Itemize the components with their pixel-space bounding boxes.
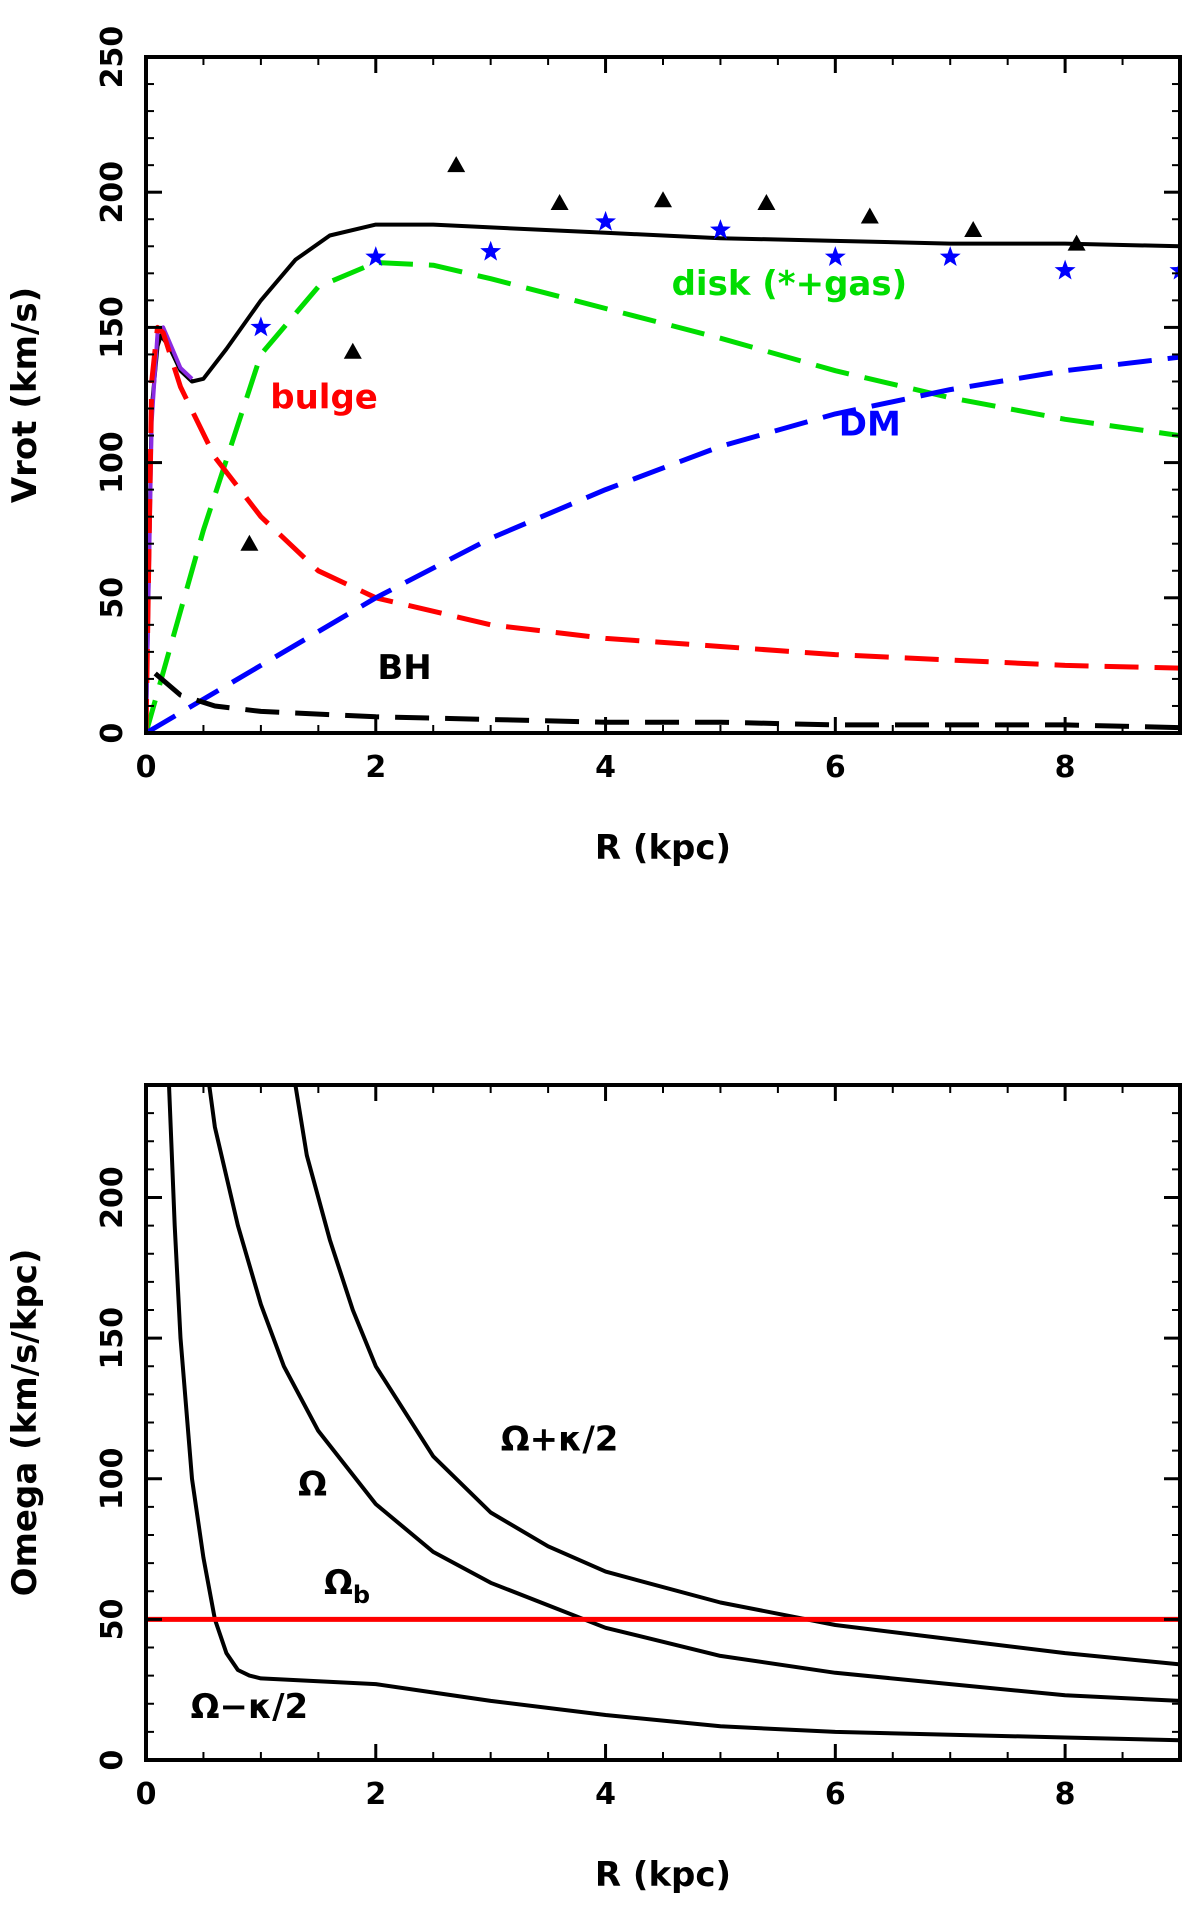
y-tick-label: 0	[95, 723, 130, 744]
y-tick-label: 100	[95, 1447, 130, 1510]
x-tick-label: 6	[825, 1777, 846, 1812]
data-point-triangle	[964, 221, 983, 238]
omega-kappa-2-curve	[293, 1085, 1180, 1667]
data-point-triangle	[757, 194, 776, 211]
axis-ticks: 0 2 4 6 8 0 50 100 150 200 250	[95, 26, 1180, 785]
annotation-label: BH	[377, 648, 431, 688]
annotation-subscript: b	[353, 1581, 370, 1609]
x-tick-label: 8	[1055, 750, 1076, 785]
axis-ticks: 0 2 4 6 8 0 50 100 150 200	[95, 1085, 1180, 1812]
data-point-star	[939, 246, 961, 266]
x-axis-label: R (kpc)	[595, 828, 731, 868]
data-point-triangle	[240, 534, 259, 551]
omega-panel: 0 2 4 6 8 0 50 100 150 200 R (kpc) Omega (km/s/kp…	[5, 1083, 1182, 1895]
annotation-label: disk (*+gas)	[672, 264, 908, 304]
data-point-star	[595, 210, 616, 231]
y-tick-label: 100	[95, 431, 130, 494]
x-tick-label: 4	[595, 750, 616, 785]
x-tick-label: 4	[595, 1777, 616, 1812]
data-point-triangle	[1067, 234, 1086, 251]
total-curve	[146, 222, 1180, 733]
data-point-triangle	[654, 191, 672, 208]
data-point-star	[250, 316, 272, 337]
rotation-curve-panel: 0 2 4 6 8 0 50 100 150 200 250 R (kpc) Vrot (km/s)…	[5, 26, 1182, 868]
y-tick-label: 200	[95, 161, 130, 224]
y-tick-label: 150	[95, 1307, 130, 1370]
omega-curve	[207, 1085, 1180, 1703]
y-tick-label: 0	[95, 1750, 130, 1771]
data-point-triangle	[343, 342, 362, 359]
y-tick-label: 200	[95, 1166, 130, 1229]
disk-gas-curve	[146, 260, 1180, 733]
annotation-label: DM	[839, 405, 901, 445]
omega-kappa-2-curve	[167, 1085, 1180, 1743]
annotation-label: Ω	[298, 1465, 327, 1505]
data-point-star	[1169, 259, 1180, 280]
data-point-star	[365, 246, 387, 266]
plot-frame	[144, 1083, 1182, 1762]
data-point-star	[710, 219, 731, 239]
data-point-star	[480, 240, 502, 261]
dm-curve	[146, 354, 1180, 733]
x-tick-label: 6	[825, 750, 846, 785]
plot-content	[146, 156, 1180, 733]
annotation-label: Ω−κ/2	[191, 1687, 309, 1727]
plot-content	[146, 1085, 1180, 1743]
y-tick-label: 150	[95, 296, 130, 359]
data-point-triangle	[447, 156, 466, 173]
bulge-curve	[146, 324, 1180, 733]
data-point-triangle	[550, 194, 569, 211]
y-tick-label: 50	[95, 577, 130, 619]
x-tick-label: 2	[365, 750, 386, 785]
data-point-star	[1054, 259, 1076, 280]
y-tick-label: 50	[95, 1599, 130, 1641]
annotation-label: Ω+κ/2	[501, 1420, 619, 1460]
x-tick-label: 0	[136, 1777, 157, 1812]
x-tick-label: 2	[365, 1777, 386, 1812]
y-axis-label: Vrot (km/s)	[5, 287, 45, 503]
x-tick-label: 0	[136, 750, 157, 785]
y-tick-label: 250	[95, 26, 130, 89]
annotation-label: Ωb	[324, 1563, 370, 1609]
y-axis-label: Omega (km/s/kpc)	[5, 1249, 45, 1597]
x-axis-label: R (kpc)	[595, 1855, 731, 1895]
x-tick-label: 8	[1055, 1777, 1076, 1812]
data-point-triangle	[860, 207, 879, 224]
bh-curve	[153, 671, 1180, 731]
data-point-star	[824, 246, 846, 266]
annotation-label: bulge	[270, 378, 378, 418]
inner-total-curve	[146, 325, 194, 733]
